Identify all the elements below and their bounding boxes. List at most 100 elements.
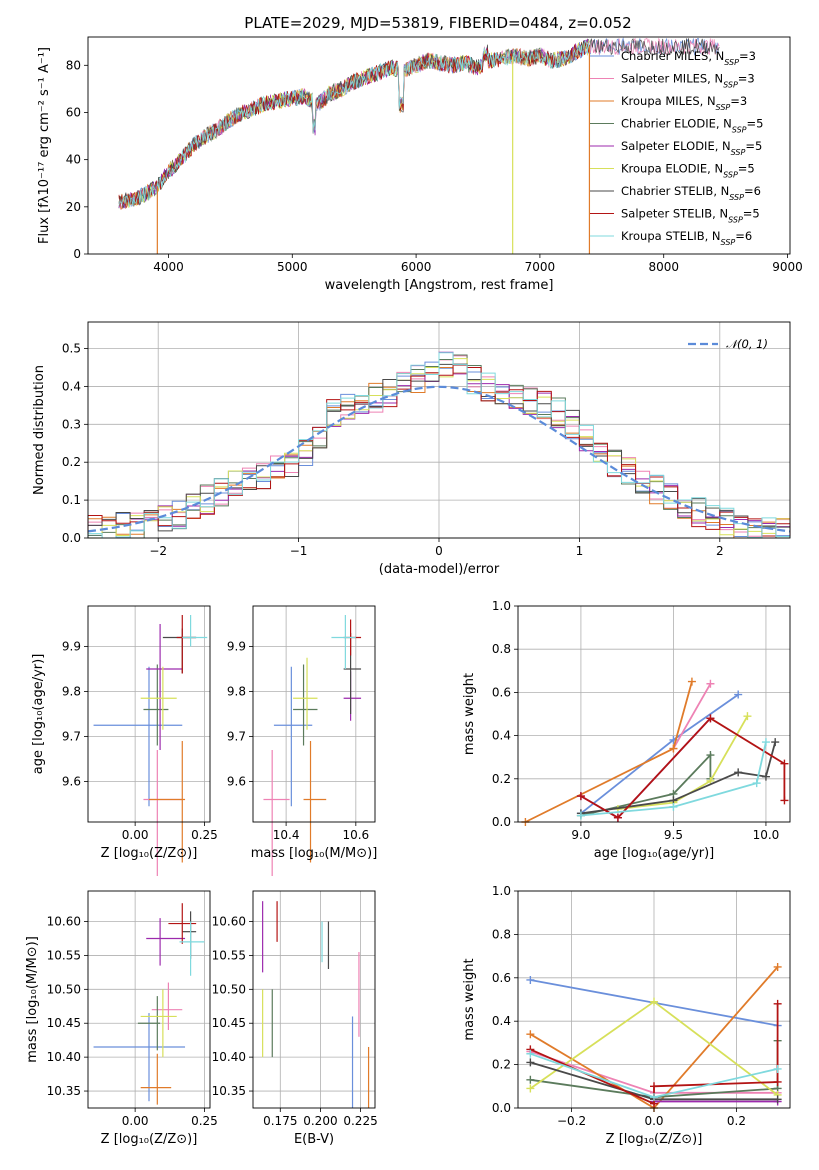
errorbar-point-3 [149, 741, 186, 863]
mass-weight-marker [526, 1049, 535, 1058]
x-tick-label: 0 [435, 544, 443, 558]
y-axis-label: mass [log₁₀(M/M⊙)] [25, 936, 40, 1063]
y-tick-label: 0.0 [492, 815, 511, 829]
x-tick-label: 9000 [772, 260, 803, 274]
mass-weight-marker [773, 962, 782, 971]
mass-weight-marker [526, 1058, 535, 1067]
x-tick-label: 9.0 [571, 828, 590, 842]
errorbar-point-9 [179, 921, 205, 976]
errorbar-point-3 [140, 1053, 172, 1105]
y-tick-label: 0.8 [492, 927, 511, 941]
y-tick-label: 9.9 [62, 640, 81, 654]
mass-weight-marker [613, 813, 622, 822]
mass-weight-marker [526, 1084, 535, 1093]
legend-subscript: SSP [732, 125, 747, 134]
y-tick-label: 10.35 [212, 1084, 246, 1098]
x-tick-label: −0.2 [557, 1114, 586, 1128]
mass-weight-marker [706, 679, 715, 688]
errorbar-point-6 [293, 657, 318, 730]
errorbar-point-5 [146, 918, 186, 966]
y-tick-label: 9.7 [62, 730, 81, 744]
y-tick-label: 0.8 [492, 642, 511, 656]
x-tick-label: 10.4 [273, 828, 300, 842]
errorbar-point-8 [168, 903, 197, 944]
mass-weight-series-4 [580, 752, 712, 817]
plot-area-spectrum [118, 37, 720, 254]
y-tick-label: 10.40 [212, 1050, 246, 1064]
legend-subscript: SSP [716, 103, 731, 112]
legend-subscript: SSP [724, 58, 739, 67]
y-tick-label: 40 [66, 153, 81, 167]
errorbar-point-6 [140, 989, 177, 1058]
errorbar-point-9 [331, 615, 356, 669]
legend-label-2: Salpeter MILES, NSSP=3 [621, 72, 755, 90]
y-axis-label: mass weight [462, 958, 477, 1040]
x-tick-label: 8000 [648, 260, 679, 274]
axes-frame [87, 36, 791, 255]
plots-layer: 4000 5000 6000 7000 8000 9000020406080wavelen… [25, 36, 803, 1147]
y-tick-label: 0.0 [62, 531, 81, 545]
spectrum-series-4 [118, 38, 590, 209]
legend-subscript: SSP [723, 80, 738, 89]
x-axis-label: wavelength [Angstrom, rest frame] [325, 278, 554, 293]
x-axis-label: (data-model)/error [379, 562, 500, 577]
x-tick-label: 10.6 [342, 828, 369, 842]
figure-title: PLATE=2029, MJD=53819, FIBERID=0484, z=0… [244, 14, 631, 32]
spectrum-series-8 [118, 40, 590, 210]
legend-label-5: Salpeter ELODIE, NSSP=5 [621, 139, 762, 157]
x-tick-label: 1 [576, 544, 584, 558]
mass-weight-marker [780, 796, 789, 805]
errorbar-point-4 [137, 996, 161, 1051]
legend-label-4: Chabrier ELODIE, NSSP=5 [621, 117, 763, 135]
y-tick-label: 10.45 [212, 1016, 246, 1030]
x-axis-label: age [log₁₀(age/yr)] [594, 846, 715, 861]
y-tick-label: 9.7 [227, 730, 246, 744]
plot-area-age-vs-mass [263, 615, 362, 876]
axes-frame [87, 605, 211, 823]
x-tick-label: 0.25 [191, 1114, 218, 1128]
mass-weight-marker [780, 759, 789, 768]
y-tick-label: 10.50 [212, 982, 246, 996]
x-tick-label: 7000 [525, 260, 556, 274]
mass-weight-marker [669, 744, 678, 753]
axes-mass-weight-vs-age: 9.0 9.5 10.0 0.0 0.2 0.4 0.6 0.8 1.0 age [log₁₀(a… [462, 599, 791, 861]
errorbar-point-1 [93, 666, 183, 807]
mass-weight-marker [526, 975, 535, 984]
y-tick-label: 9.6 [62, 775, 81, 789]
spectrum-series-6 [118, 40, 590, 208]
axes-age-vs-mass: 10.4 10.6 9.6 9.7 9.8 9.9 mass [log₁₀(M/M⊙)] [227, 605, 377, 876]
axes-mass-vs-Z: 0.00 0.25 10.35 10.40 10.45 10.50 10.55 10.60 Z … [25, 890, 218, 1147]
mass-weight-marker [687, 677, 696, 686]
axes-frame [517, 890, 791, 1109]
y-tick-label: 0.4 [492, 1014, 511, 1028]
errorbar-point-4 [293, 664, 318, 746]
x-axis-label: Z [log₁₀(Z/Z⊙)] [101, 846, 198, 861]
y-tick-label: 1.0 [492, 599, 511, 613]
x-axis-label: Z [log₁₀(Z/Z⊙)] [606, 1132, 703, 1147]
legend-label-1: Chabrier MILES, NSSP=3 [621, 49, 756, 67]
mass-weight-marker [576, 792, 585, 801]
mass-weight-marker [773, 1077, 782, 1086]
y-tick-label: 0.1 [62, 493, 81, 507]
legend-subscript: SSP [728, 215, 743, 224]
spectrum-legend: Chabrier MILES, NSSP=3 Salpeter MILES, NS… [590, 49, 763, 247]
x-tick-label: 0.175 [263, 1114, 297, 1128]
mass-weight-marker [706, 751, 715, 760]
legend-label-3: Kroupa MILES, NSSP=3 [621, 94, 747, 112]
spectrum-series-9 [118, 39, 590, 208]
y-axis-label: age [log₁₀(age/yr)] [31, 654, 46, 775]
legend-subscript: SSP [721, 238, 736, 247]
mass-weight-marker [773, 1064, 782, 1073]
x-tick-label: 9.5 [664, 828, 683, 842]
y-tick-label: 0.5 [62, 342, 81, 356]
y-tick-label: 9.9 [227, 640, 246, 654]
errorbar-point-9 [182, 615, 208, 647]
mass-weight-series-9 [580, 741, 767, 817]
errorbar-point-7 [343, 633, 362, 714]
mass-weight-marker [761, 772, 770, 781]
errorbar-point-2 [263, 750, 290, 876]
y-tick-label: 10.60 [47, 915, 81, 929]
y-tick-label: 0.6 [492, 971, 511, 985]
y-tick-label: 0.6 [492, 685, 511, 699]
